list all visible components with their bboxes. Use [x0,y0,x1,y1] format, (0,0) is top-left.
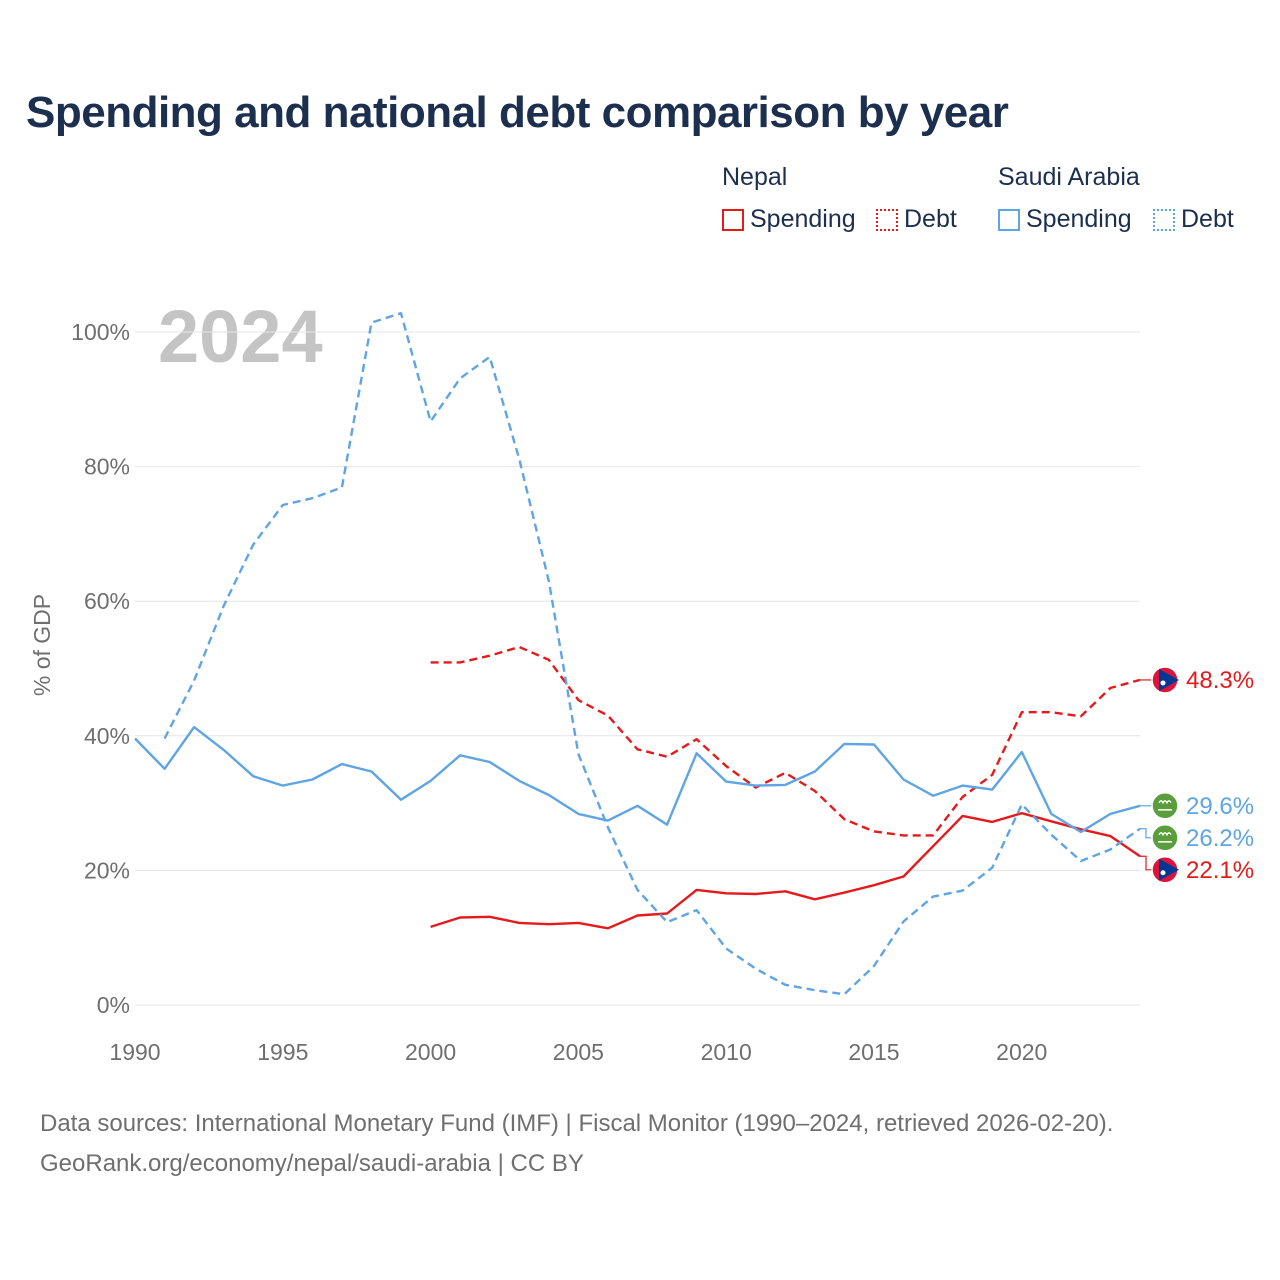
legend-swatch-dotted-red [876,208,898,231]
data-sources: Data sources: International Monetary Fun… [40,1110,1114,1137]
credit-line: GeoRank.org/economy/nepal/saudi-arabia |… [40,1150,584,1177]
legend-swatch-solid-red [722,208,744,231]
legend-nepal-spending[interactable]: Spending [722,205,856,234]
legend-swatch-solid-blue [998,208,1020,231]
saudi-flag-icon [1151,792,1179,820]
y-tick-label: 20% [84,857,130,883]
label-connector [1140,855,1151,871]
y-tick-label: 100% [71,319,130,345]
y-tick-label: 80% [84,454,130,480]
nepal-flag-sun [1160,680,1166,686]
series-line-saudi-arabia-debt[interactable] [163,312,1141,996]
legend-nepal-debt[interactable]: Debt [876,205,957,234]
saudi-flag-script [1158,832,1172,837]
label-connector [1140,828,1151,839]
year-watermark: 2024 [158,295,323,378]
legend-label: Spending [750,205,856,233]
nepal-flag-pennant [1159,858,1179,881]
end-value-label: 48.3% [1186,667,1254,694]
series-line-saudi-arabia-spending[interactable] [134,725,1141,834]
x-tick-label: 1990 [109,1039,160,1065]
legend-label: Spending [1026,205,1132,233]
legend-label: Debt [1181,205,1234,233]
saudi-flag-icon [1151,824,1179,852]
legend-group-saudi-arabia: Saudi Arabia [998,163,1140,191]
nepal-flag-pennant [1159,668,1179,691]
chart-title: Spending and national debt comparison by… [26,88,1009,137]
y-axis-label: % of GDP [29,594,55,696]
y-tick-label: 0% [97,992,130,1018]
end-value-label: 29.6% [1186,793,1254,820]
end-value-label: 22.1% [1186,857,1254,884]
legend-label: Debt [904,205,957,233]
legend-group-nepal: Nepal [722,163,788,191]
x-tick-label: 1995 [257,1039,308,1065]
y-tick-label: 60% [84,588,130,614]
series-line-nepal-debt[interactable] [430,645,1141,837]
x-tick-label: 2005 [553,1039,604,1065]
legend-saudi-spending[interactable]: Spending [998,205,1132,234]
y-tick-label: 40% [84,723,130,749]
line-chart: 2024 0% 20% 40% 60% 80% 100% 1990 1995 2000 2005 20… [29,295,1254,1065]
legend-saudi-debt[interactable]: Debt [1153,205,1234,234]
x-tick-label: 2010 [701,1039,752,1065]
saudi-flag-script [1158,800,1172,805]
nepal-flag-sun [1160,870,1166,876]
series-line-nepal-spending[interactable] [430,812,1141,930]
x-tick-label: 2000 [405,1039,456,1065]
end-value-label: 26.2% [1186,825,1254,852]
x-tick-label: 2015 [848,1039,899,1065]
x-tick-label: 2020 [996,1039,1047,1065]
legend-swatch-dotted-blue [1153,208,1175,231]
